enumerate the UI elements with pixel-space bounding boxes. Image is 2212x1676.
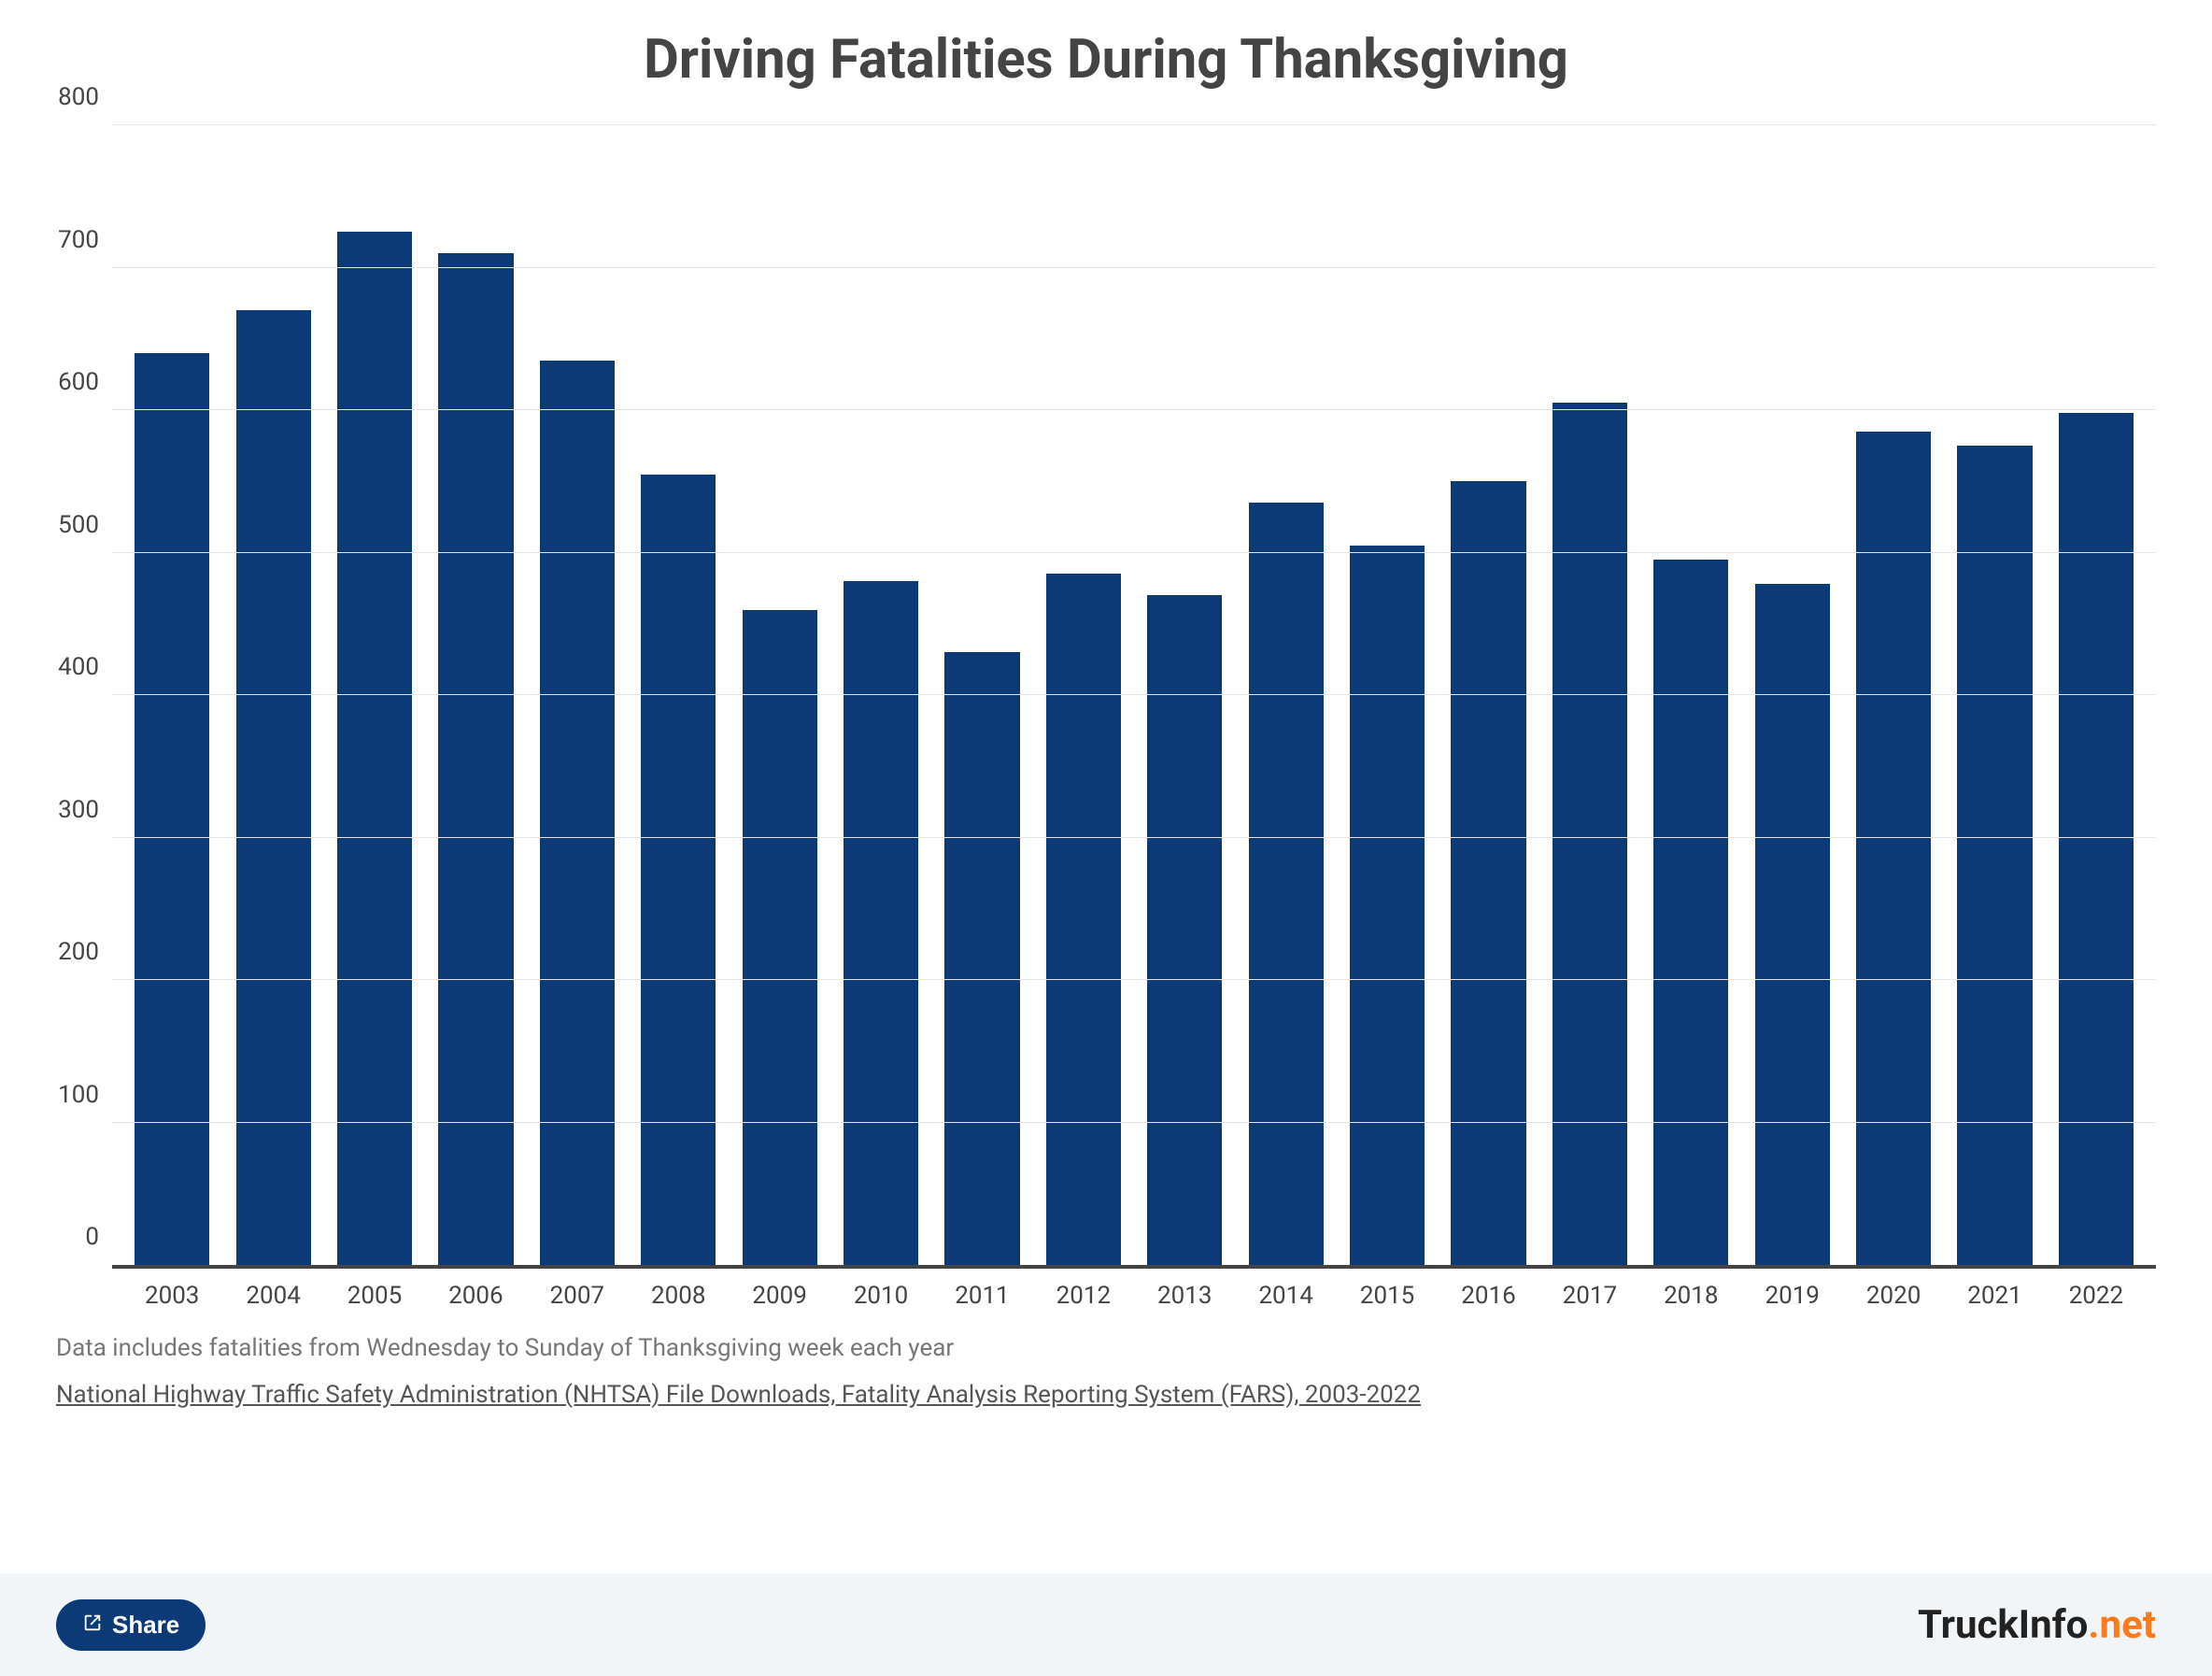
share-icon <box>82 1611 103 1640</box>
brand-part2: .net <box>2088 1602 2156 1648</box>
bar <box>540 361 615 1265</box>
y-tick-label: 0 <box>85 1223 99 1251</box>
bar-slot <box>324 129 425 1265</box>
bar-slot <box>1235 129 1336 1265</box>
x-axis-ticks: 2003200420052006200720082009201020112012… <box>112 1269 2156 1310</box>
x-tick-label: 2019 <box>1742 1282 1843 1310</box>
gridline <box>112 552 2156 553</box>
y-tick-label: 100 <box>58 1081 99 1109</box>
x-tick-label: 2008 <box>628 1282 729 1310</box>
x-tick-label: 2003 <box>121 1282 222 1310</box>
x-tick-label: 2013 <box>1134 1282 1235 1310</box>
bar <box>1856 432 1931 1265</box>
bar <box>1350 546 1425 1265</box>
bar-slot <box>931 129 1032 1265</box>
chart-area: 0100200300400500600700800 <box>112 129 2156 1269</box>
brand-logo: TruckInfo.net <box>1918 1602 2156 1648</box>
x-tick-label: 2014 <box>1235 1282 1336 1310</box>
gridline <box>112 124 2156 125</box>
bar <box>337 232 412 1265</box>
bar <box>438 253 513 1265</box>
bar <box>1653 560 1728 1265</box>
x-tick-label: 2009 <box>729 1282 830 1310</box>
source-link[interactable]: National Highway Traffic Safety Administ… <box>56 1381 1421 1409</box>
gridline <box>112 1122 2156 1123</box>
bar <box>1451 481 1525 1265</box>
bar-slot <box>222 129 323 1265</box>
bar-slot <box>527 129 628 1265</box>
x-tick-label: 2012 <box>1033 1282 1134 1310</box>
bars-group <box>112 129 2156 1265</box>
bar <box>844 581 918 1265</box>
data-note: Data includes fatalities from Wednesday … <box>56 1334 2156 1362</box>
share-label: Share <box>112 1611 179 1640</box>
brand-part1: TruckInfo <box>1918 1602 2088 1648</box>
bar-slot <box>1742 129 1843 1265</box>
gridline <box>112 837 2156 838</box>
x-tick-label: 2016 <box>1438 1282 1538 1310</box>
y-tick-label: 200 <box>58 938 99 966</box>
x-tick-label: 2011 <box>931 1282 1032 1310</box>
bar-slot <box>1640 129 1741 1265</box>
bar-slot <box>628 129 729 1265</box>
bar-slot <box>121 129 222 1265</box>
y-tick-label: 700 <box>58 226 99 254</box>
gridline <box>112 409 2156 410</box>
chart-wrap: 0100200300400500600700800 20032004200520… <box>56 129 2156 1310</box>
bar-slot <box>729 129 830 1265</box>
gridline <box>112 694 2156 695</box>
bar-slot <box>1843 129 1944 1265</box>
chart-title: Driving Fatalities During Thanksgiving <box>0 0 2212 101</box>
x-tick-label: 2021 <box>1944 1282 2045 1310</box>
bar-slot <box>1033 129 1134 1265</box>
x-tick-label: 2018 <box>1640 1282 1741 1310</box>
bar-slot <box>1337 129 1438 1265</box>
chart-container: Driving Fatalities During Thanksgiving 0… <box>0 0 2212 1676</box>
bar <box>1755 584 1830 1265</box>
bar <box>944 652 1019 1265</box>
bar-slot <box>1539 129 1640 1265</box>
bar-slot <box>425 129 526 1265</box>
y-tick-label: 600 <box>58 368 99 396</box>
bar <box>641 475 716 1265</box>
gridline <box>112 267 2156 268</box>
y-tick-label: 400 <box>58 653 99 681</box>
bar <box>1147 595 1222 1265</box>
bar <box>743 610 817 1266</box>
share-button[interactable]: Share <box>56 1599 206 1651</box>
x-tick-label: 2005 <box>324 1282 425 1310</box>
bar-slot <box>2046 129 2147 1265</box>
bar <box>1249 503 1324 1265</box>
bar <box>135 353 209 1265</box>
bar-slot <box>1944 129 2045 1265</box>
x-tick-label: 2020 <box>1843 1282 1944 1310</box>
bar <box>1553 403 1627 1265</box>
footer-bar: Share TruckInfo.net <box>0 1573 2212 1676</box>
bar-slot <box>830 129 931 1265</box>
y-tick-label: 300 <box>58 796 99 824</box>
x-tick-label: 2007 <box>527 1282 628 1310</box>
x-tick-label: 2004 <box>222 1282 323 1310</box>
x-tick-label: 2022 <box>2046 1282 2147 1310</box>
plot-area: 0100200300400500600700800 <box>112 129 2156 1269</box>
bar <box>1046 574 1121 1265</box>
gridline <box>112 979 2156 980</box>
y-tick-label: 500 <box>58 511 99 539</box>
bar-slot <box>1134 129 1235 1265</box>
x-tick-label: 2010 <box>830 1282 931 1310</box>
y-tick-label: 800 <box>58 83 99 111</box>
bar <box>2059 413 2134 1265</box>
x-tick-label: 2015 <box>1337 1282 1438 1310</box>
bar <box>1957 446 2032 1265</box>
x-tick-label: 2017 <box>1539 1282 1640 1310</box>
x-tick-label: 2006 <box>425 1282 526 1310</box>
bar-slot <box>1438 129 1538 1265</box>
